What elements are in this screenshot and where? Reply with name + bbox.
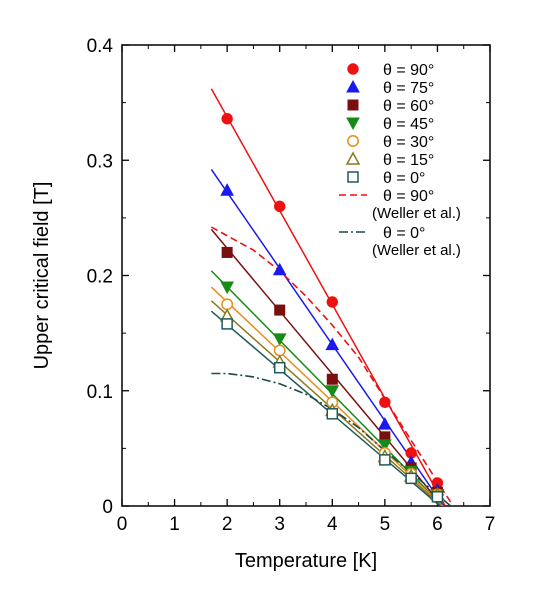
legend-marker-series-1 — [346, 79, 360, 93]
fit-line-series-6 — [210, 310, 441, 506]
legend-source-reference-0: (Weller et al.) — [372, 205, 461, 222]
data-point-series-6 — [326, 408, 339, 420]
legend-label-series-1: θ = 75° — [383, 80, 434, 97]
data-point-series-6 — [405, 472, 417, 485]
legend-label-series-5: θ = 15° — [383, 152, 434, 169]
legend-label-reference-0: θ = 90° — [383, 188, 434, 205]
legend-marker-series-3 — [346, 117, 360, 131]
axis-ticks: 0 1 2 3 4 5 6 7 0 0.1 0.2 0.3 0.4 — [87, 36, 496, 535]
data-point-series-1 — [378, 417, 392, 430]
y-tick-label: 0.1 — [87, 382, 113, 403]
legend-marker-series-0 — [347, 63, 359, 75]
data-point-series-2 — [221, 246, 233, 258]
plot-frame — [121, 44, 491, 507]
data-point-series-3 — [220, 281, 234, 295]
fit-line-series-3 — [210, 270, 444, 506]
legend-marker-series-2 — [347, 99, 359, 111]
plot-markers — [219, 113, 445, 503]
fit-line-series-1 — [210, 169, 445, 506]
data-point-series-6 — [379, 454, 391, 466]
data-point-series-1 — [220, 183, 234, 196]
x-tick-label: 1 — [169, 514, 180, 535]
legend-source-reference-1: (Weller et al.) — [372, 242, 461, 259]
plot-area-border — [121, 44, 491, 507]
data-point-series-4 — [273, 344, 286, 357]
fit-line-series-4 — [210, 286, 444, 506]
data-point-series-0 — [221, 113, 233, 125]
x-tick-label: 5 — [380, 514, 391, 535]
legend-label-series-4: θ = 30° — [383, 134, 434, 151]
fit-line-series-0 — [210, 88, 446, 506]
data-point-series-6 — [273, 361, 286, 374]
legend-marker-series-4 — [347, 135, 359, 147]
legend-label-reference-1: θ = 0° — [383, 225, 425, 242]
fit-line-series-2 — [210, 228, 444, 506]
x-tick-label: 3 — [274, 514, 285, 535]
data-point-series-1 — [272, 262, 287, 276]
y-axis-title: Upper critical field [T] — [31, 182, 53, 370]
data-point-series-4 — [221, 298, 234, 311]
data-point-series-2 — [326, 373, 338, 385]
data-point-series-6 — [221, 318, 233, 330]
x-tick-label: 7 — [485, 514, 496, 535]
y-tick-label: 0.2 — [87, 267, 113, 288]
x-tick-label: 2 — [222, 514, 233, 535]
legend-label-series-6: θ = 0° — [383, 170, 425, 187]
data-point-series-3 — [325, 385, 340, 398]
data-point-series-0 — [379, 396, 391, 408]
x-tick-label: 4 — [327, 514, 338, 535]
data-point-series-1 — [325, 337, 340, 351]
legend-marker-series-6 — [347, 171, 359, 183]
data-point-series-6 — [431, 491, 444, 503]
legend-label-series-0: θ = 90° — [383, 62, 434, 79]
legend-label-series-2: θ = 60° — [383, 98, 434, 115]
legend-label-series-3: θ = 45° — [383, 116, 434, 133]
y-tick-label: 0.3 — [87, 151, 113, 172]
data-point-series-2 — [274, 304, 286, 316]
data-point-series-0 — [274, 200, 286, 213]
x-axis-title: Temperature [K] — [235, 550, 377, 572]
data-point-series-0 — [326, 296, 338, 308]
reference-curve-0 — [211, 226, 454, 506]
data-point-series-3 — [272, 333, 287, 346]
x-tick-label: 0 — [117, 514, 128, 535]
x-tick-label: 6 — [432, 514, 443, 535]
y-tick-label: 0.4 — [87, 36, 114, 57]
y-tick-label: 0 — [102, 497, 113, 518]
legend-marker-series-5 — [345, 151, 361, 165]
legend: θ = 90°θ = 75°θ = 60°θ = 45°θ = 30°θ = 1… — [339, 62, 461, 259]
data-point-series-3 — [378, 439, 392, 452]
